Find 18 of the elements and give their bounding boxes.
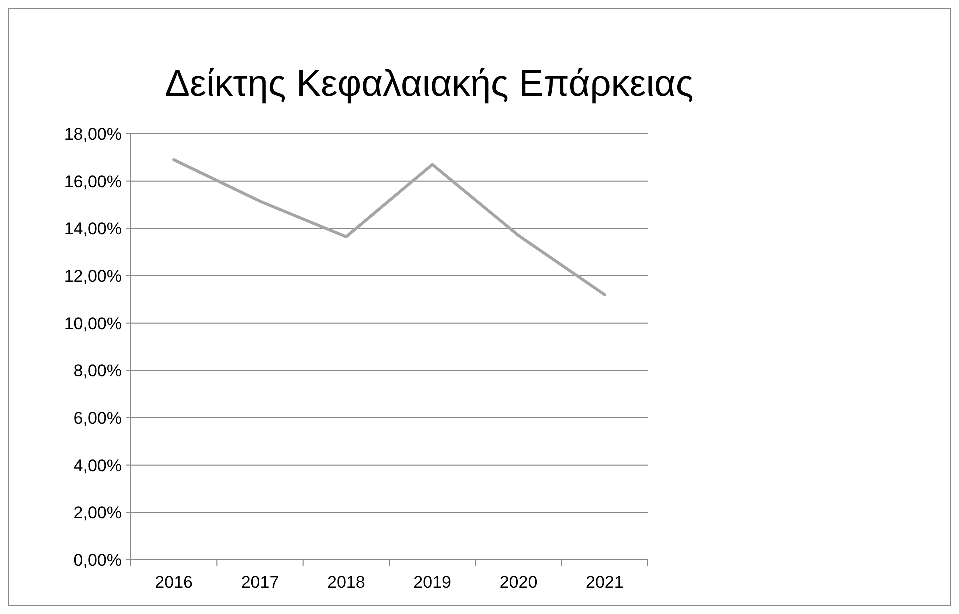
x-tick-label: 2020 <box>500 573 538 592</box>
y-tick-label: 18,00% <box>64 124 122 144</box>
x-tick-label: 2019 <box>414 573 452 592</box>
y-tick-label: 10,00% <box>64 314 122 334</box>
y-tick-label: 4,00% <box>74 456 122 476</box>
x-tick-label: 2016 <box>155 573 193 592</box>
y-tick-label: 6,00% <box>74 408 122 428</box>
chart-title: Δείκτης Κεφαλαιακής Επάρκειας <box>165 63 694 104</box>
y-tick-label: 16,00% <box>64 172 122 192</box>
y-tick-label: 0,00% <box>74 550 122 570</box>
x-tick-label: 2017 <box>241 573 280 592</box>
x-tick-label: 2021 <box>586 573 624 592</box>
y-tick-label: 12,00% <box>64 266 122 286</box>
y-tick-label: 2,00% <box>74 504 122 523</box>
x-tick-label: 2018 <box>328 573 366 592</box>
y-tick-label: 14,00% <box>64 220 122 239</box>
y-tick-label: 8,00% <box>74 362 122 381</box>
line-series <box>172 158 606 296</box>
